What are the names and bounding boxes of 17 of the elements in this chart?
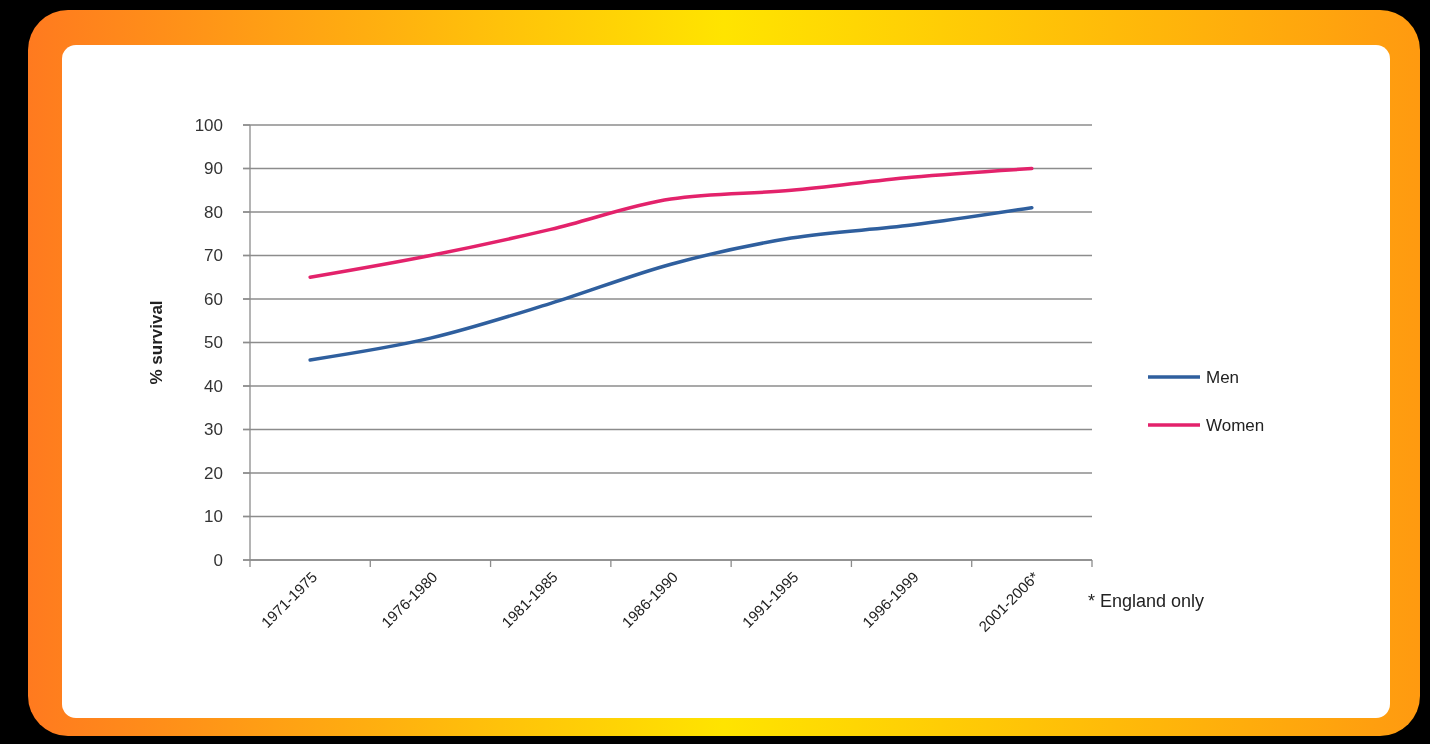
y-tick-label: 0 [213,550,223,570]
y-tick-label: 20 [204,463,223,483]
y-tick-label: 10 [204,507,223,527]
y-tick-label: 60 [204,289,223,309]
text: * England only [1088,591,1205,611]
y-tick-label: 100 [194,115,223,135]
legend-label: Women [1206,415,1265,435]
line-series [308,205,1034,362]
y-tick-label: 70 [204,246,223,266]
y-tick-label: 80 [204,202,223,222]
legend-label: Men [1206,367,1240,387]
y-axis-title: % survival [147,300,166,385]
y-tick-label: 50 [204,333,223,353]
y-tick-label: 30 [204,420,223,440]
y-tick-label: 90 [204,159,223,179]
line-series [308,166,1034,279]
y-tick-label: 40 [204,376,223,396]
